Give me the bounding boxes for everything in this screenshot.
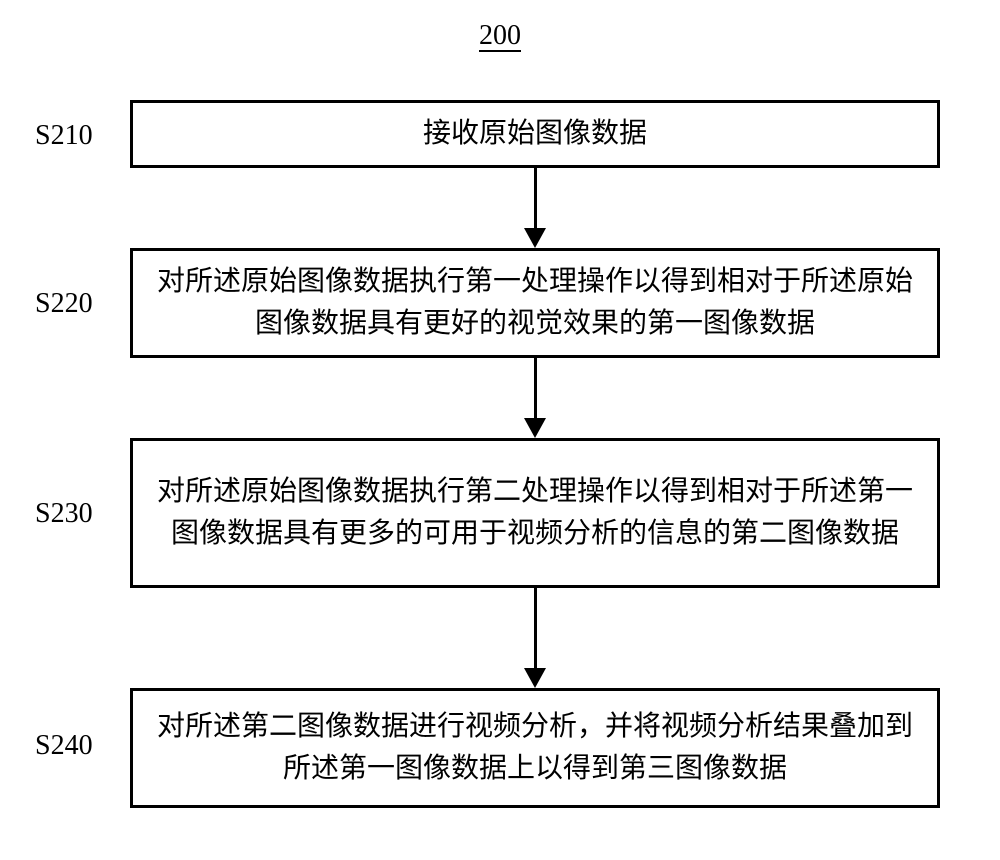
step-box-s220: 对所述原始图像数据执行第一处理操作以得到相对于所述原始图像数据具有更好的视觉效果… bbox=[130, 248, 940, 358]
arrow-3 bbox=[524, 588, 546, 688]
step-box-s210: 接收原始图像数据 bbox=[130, 100, 940, 168]
step-label-s230: S230 bbox=[35, 498, 93, 530]
step-label-s220: S220 bbox=[35, 288, 93, 320]
step-box-s240: 对所述第二图像数据进行视频分析，并将视频分析结果叠加到所述第一图像数据上以得到第… bbox=[130, 688, 940, 808]
step-text-s240: 对所述第二图像数据进行视频分析，并将视频分析结果叠加到所述第一图像数据上以得到第… bbox=[151, 706, 919, 790]
arrow-line bbox=[534, 168, 537, 228]
arrow-head-icon bbox=[524, 668, 546, 688]
step-label-s240: S240 bbox=[35, 730, 93, 762]
arrow-2 bbox=[524, 358, 546, 438]
figure-number: 200 bbox=[479, 20, 521, 52]
arrow-line bbox=[534, 358, 537, 418]
step-text-s220: 对所述原始图像数据执行第一处理操作以得到相对于所述原始图像数据具有更好的视觉效果… bbox=[151, 261, 919, 345]
flowchart-container: 200 S210 接收原始图像数据 S220 对所述原始图像数据执行第一处理操作… bbox=[0, 0, 1000, 860]
step-box-s230: 对所述原始图像数据执行第二处理操作以得到相对于所述第一图像数据具有更多的可用于视… bbox=[130, 438, 940, 588]
arrow-1 bbox=[524, 168, 546, 248]
step-text-s210: 接收原始图像数据 bbox=[423, 113, 647, 155]
arrow-line bbox=[534, 588, 537, 668]
step-label-s210: S210 bbox=[35, 120, 93, 152]
step-text-s230: 对所述原始图像数据执行第二处理操作以得到相对于所述第一图像数据具有更多的可用于视… bbox=[151, 471, 919, 555]
arrow-head-icon bbox=[524, 418, 546, 438]
arrow-head-icon bbox=[524, 228, 546, 248]
